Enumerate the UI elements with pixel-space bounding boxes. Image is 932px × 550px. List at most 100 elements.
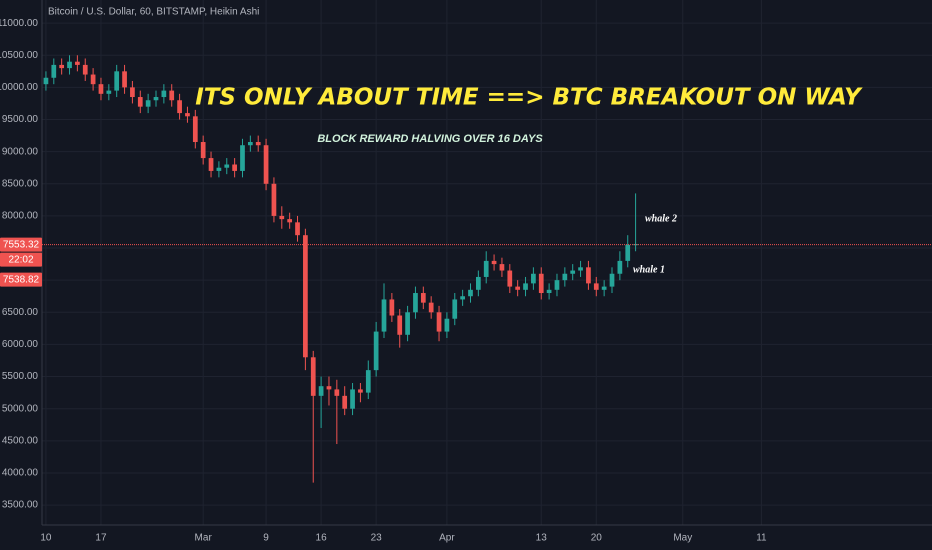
price-tag-label: 7553.32 — [3, 239, 40, 250]
candle-body — [420, 293, 426, 303]
candle-body — [82, 64, 88, 75]
candle-body — [625, 244, 631, 261]
candle-body — [208, 158, 214, 171]
candle-body — [145, 100, 151, 107]
candle-body — [98, 84, 104, 94]
y-tick-label: 3500.00 — [2, 500, 39, 511]
candle-body — [554, 280, 560, 290]
candle-body — [373, 331, 379, 371]
candle-body — [90, 74, 96, 85]
candle-body — [350, 389, 355, 409]
x-tick-label: 9 — [263, 533, 269, 544]
candle-body — [122, 71, 127, 88]
candle-body — [279, 215, 285, 220]
candle-body — [436, 312, 442, 332]
x-tick-label: Mar — [195, 533, 213, 544]
candle-body — [452, 299, 458, 319]
y-tick-label: 6500.00 — [2, 307, 39, 318]
y-tick-label: 10500.00 — [0, 50, 38, 61]
candle-body — [397, 315, 403, 335]
candle-body — [200, 142, 206, 159]
candle-body — [507, 270, 513, 287]
candle-body — [499, 264, 505, 271]
price-tag — [0, 237, 42, 252]
candle-body — [303, 235, 308, 358]
candle-body — [609, 273, 615, 287]
y-tick-label: 9500.00 — [2, 114, 39, 125]
candle-body — [468, 289, 473, 297]
candle-body — [586, 267, 591, 284]
candle-body — [169, 90, 175, 101]
candle-body — [287, 219, 293, 223]
x-tick-label: 20 — [591, 533, 603, 544]
y-tick-label: 8000.00 — [2, 211, 39, 222]
candle-body — [310, 357, 316, 396]
candle-body — [216, 167, 222, 171]
candle-body — [263, 145, 269, 184]
x-tick-label: 17 — [95, 533, 107, 544]
candle-body — [538, 273, 544, 294]
candle-body — [593, 283, 599, 290]
candle-body — [232, 164, 237, 171]
y-tick-label: 4000.00 — [2, 468, 39, 479]
x-tick-label: 11 — [756, 533, 767, 544]
candle-body — [106, 90, 112, 94]
candle-body — [570, 270, 576, 274]
candle-body — [405, 312, 410, 335]
candle-body — [318, 386, 324, 396]
price-tag — [0, 252, 42, 267]
candle-body — [271, 183, 277, 216]
candle-body — [114, 71, 120, 91]
y-tick-label: 11000.00 — [0, 18, 38, 29]
candle-body — [381, 299, 387, 332]
price-tag — [0, 272, 42, 287]
candle-body — [342, 395, 348, 409]
candle-body — [491, 260, 497, 265]
headline: ITS ONLY ABOUT TIME ==> BTC BREAKOUT ON … — [195, 85, 863, 111]
candle-body — [185, 113, 190, 117]
candle-body — [334, 389, 340, 396]
candle-body — [247, 142, 253, 146]
price-tag-label: 7538.82 — [3, 274, 40, 285]
x-tick-label: 16 — [316, 533, 328, 544]
candle-body — [633, 244, 638, 246]
subheadline: BLOCK REWARD HALVING OVER 16 DAYS — [317, 133, 543, 145]
candle-body — [562, 273, 568, 281]
candle-body — [546, 289, 552, 294]
y-tick-label: 6000.00 — [2, 339, 39, 350]
y-tick-label: 5500.00 — [2, 371, 39, 382]
price-tag-label: 22:02 — [8, 254, 33, 265]
candle-body — [617, 260, 623, 274]
y-tick-label: 8500.00 — [2, 178, 39, 189]
candle-body — [255, 142, 261, 146]
candle-body — [601, 286, 607, 290]
x-tick-label: May — [673, 533, 692, 544]
x-tick-label: 23 — [371, 533, 383, 544]
candle-body — [365, 370, 371, 393]
candle-body — [578, 267, 583, 271]
x-tick-label: 13 — [536, 533, 548, 544]
candle-body — [326, 386, 332, 390]
candle-body — [51, 64, 57, 78]
candle-body — [531, 273, 536, 284]
y-tick-label: 9000.00 — [2, 146, 39, 157]
candle-body — [428, 302, 434, 313]
y-tick-label: 5000.00 — [2, 403, 39, 414]
candle-body — [444, 318, 450, 332]
candle-body — [224, 164, 230, 168]
y-tick-label: 4500.00 — [2, 435, 39, 446]
candle-body — [295, 222, 300, 236]
candle-body — [161, 90, 167, 98]
candle-body — [67, 61, 72, 69]
candle-body — [43, 77, 49, 85]
candle-body — [515, 286, 521, 290]
grid — [42, 0, 932, 525]
candle-body — [192, 116, 198, 143]
candle-body — [153, 97, 159, 101]
candle-body — [523, 283, 528, 290]
candle-body — [460, 296, 465, 300]
candle-body — [59, 64, 65, 69]
x-tick-label: 10 — [40, 533, 52, 544]
